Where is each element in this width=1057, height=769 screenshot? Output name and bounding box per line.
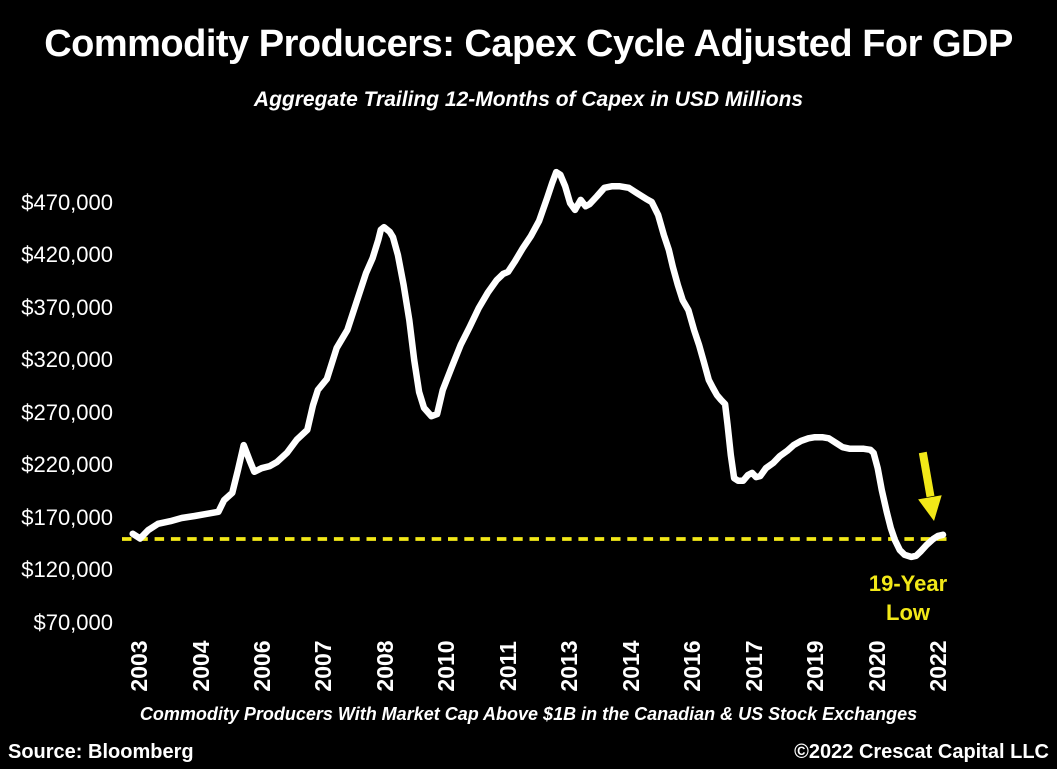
- y-axis-tick-label: $120,000: [21, 557, 113, 582]
- y-axis-tick-label: $320,000: [21, 347, 113, 372]
- annotation-19-year-low-line1: 19-Year: [869, 571, 948, 596]
- down-arrow-icon: [918, 451, 942, 521]
- x-axis-tick-label: 2008: [372, 640, 398, 691]
- y-axis-tick-label: $70,000: [33, 610, 113, 635]
- x-axis-tick-label: 2014: [618, 640, 644, 691]
- chart-subtitle: Aggregate Trailing 12-Months of Capex in…: [253, 88, 804, 111]
- x-axis-tick-label: 2016: [679, 640, 705, 691]
- y-axis-tick-label: $470,000: [21, 190, 113, 215]
- x-axis-tick-label: 2013: [556, 640, 582, 691]
- x-axis-tick-label: 2006: [249, 640, 275, 691]
- x-axis-tick-label: 2010: [433, 640, 459, 691]
- copyright-label: ©2022 Crescat Capital LLC: [794, 741, 1049, 763]
- x-axis-tick-label: 2022: [925, 640, 951, 691]
- annotation-19-year-low-line2: Low: [886, 600, 931, 625]
- source-label: Source: Bloomberg: [8, 741, 194, 763]
- x-axis-tick-label: 2017: [741, 640, 767, 691]
- x-axis-tick-label: 2007: [310, 640, 336, 691]
- footer-bar: Source: Bloomberg ©2022 Crescat Capital …: [0, 736, 1057, 769]
- chart-title: Commodity Producers: Capex Cycle Adjuste…: [44, 23, 1013, 65]
- y-axis-tick-label: $170,000: [21, 505, 113, 530]
- x-axis-tick-label: 2011: [495, 641, 521, 691]
- x-axis-tick-label: 2003: [126, 640, 152, 691]
- x-axis-tick-label: 2004: [188, 640, 214, 691]
- chart-footnote: Commodity Producers With Market Cap Abov…: [139, 704, 918, 724]
- y-axis-tick-label: $270,000: [21, 400, 113, 425]
- y-axis-tick-label: $420,000: [21, 242, 113, 267]
- y-axis-tick-label: $220,000: [21, 452, 113, 477]
- capex-line-series: [129, 168, 947, 561]
- x-axis-tick-label: 2019: [802, 640, 828, 691]
- y-axis-tick-label: $370,000: [21, 295, 113, 320]
- x-axis-tick-label: 2020: [864, 640, 890, 691]
